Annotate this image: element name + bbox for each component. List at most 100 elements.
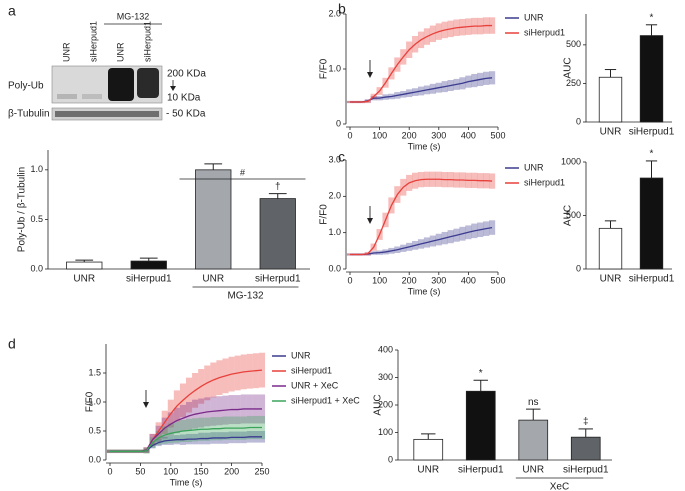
y-tick-label: 500	[566, 210, 581, 220]
x-tick-label: 150	[194, 466, 209, 476]
x-tick-label: 200	[402, 275, 417, 285]
y-axis-label: AUC	[563, 57, 574, 78]
x-tick-label: siHerpud1	[255, 274, 301, 285]
x-tick-label: siHerpud1	[563, 465, 609, 476]
treatment-label: MG-132	[117, 11, 150, 21]
y-tick-label: 0.5	[30, 214, 43, 224]
legend-label: UNR	[524, 12, 544, 22]
x-tick-label: UNR	[600, 127, 622, 138]
legend-label: siHerpud1	[524, 27, 565, 37]
x-tick-label: 300	[431, 275, 446, 285]
blot-band	[108, 68, 134, 101]
x-tick-label: siHerpud1	[458, 465, 504, 476]
lane-label: UNR	[61, 42, 71, 62]
x-tick-label: 400	[461, 275, 476, 285]
x-tick-label: siHerpud1	[629, 274, 675, 285]
lane-label: UNR	[115, 42, 125, 62]
y-tick-label: 3.0	[328, 154, 341, 164]
y-tick-label: 1.0	[30, 164, 43, 174]
line	[110, 426, 262, 452]
x-tick-label: siHerpud1	[629, 127, 675, 138]
legend-label: UNR + XeC	[291, 380, 339, 390]
y-tick-label: 500	[566, 39, 581, 49]
line	[350, 77, 493, 103]
legend-label: UNR	[291, 350, 311, 360]
bar	[413, 438, 444, 461]
y-axis-label: F/F0	[319, 204, 330, 225]
annotation: ns	[528, 397, 539, 408]
x-tick-label: UNR	[417, 465, 439, 476]
legend-label: siHerpud1 + XeC	[291, 395, 360, 405]
y-tick-label: 100	[378, 427, 393, 437]
marker-label: 200 KDa	[167, 69, 206, 80]
x-tick-label: 250	[254, 466, 269, 476]
legend-label: UNR	[524, 162, 544, 172]
y-tick-label: 0	[336, 118, 341, 128]
bracket-label: #	[240, 167, 245, 177]
bar	[259, 198, 296, 270]
line	[350, 24, 493, 103]
y-tick-label: 300	[378, 372, 393, 382]
bar	[598, 227, 623, 270]
y-tick-label: 1.5	[88, 367, 101, 377]
x-tick-label: 100	[372, 275, 387, 285]
blot-band	[57, 94, 77, 99]
y-tick-label: 250	[566, 78, 581, 88]
annotation: *	[650, 12, 654, 23]
x-tick-label: 100	[372, 130, 387, 140]
y-tick-label: 1.0	[328, 63, 341, 73]
y-tick-label: 0	[576, 116, 581, 126]
stimulus-arrow	[143, 402, 149, 408]
x-tick-label: UNR	[600, 274, 622, 285]
blot-band	[137, 68, 159, 98]
row-label: Poly-Ub	[8, 81, 44, 92]
line	[350, 226, 493, 256]
annotation: †	[275, 181, 281, 192]
y-tick-label: 2.0	[328, 191, 341, 201]
marker-arrow	[170, 86, 176, 91]
panel-letter: d	[8, 336, 16, 352]
y-tick-label: 2.0	[328, 8, 341, 18]
bar	[518, 419, 549, 461]
x-tick-label: 500	[490, 130, 505, 140]
x-tick-label: UNR	[522, 465, 544, 476]
y-axis-label: AUC	[373, 394, 384, 415]
x-tick-label: 0	[347, 130, 352, 140]
y-tick-label: 200	[378, 399, 393, 409]
x-tick-label: 0	[347, 275, 352, 285]
y-tick-label: 0.5	[88, 425, 101, 435]
stimulus-arrow	[367, 72, 373, 78]
bar	[570, 436, 601, 461]
lane-label: siHerpud1	[88, 21, 98, 62]
y-axis-label: Poly-Ub / β-Tubulin	[17, 167, 28, 252]
y-axis-label: F/F0	[85, 391, 96, 412]
bar	[195, 169, 232, 270]
bar	[66, 261, 103, 270]
panel-letter: c	[338, 149, 345, 165]
x-tick-label: 200	[402, 130, 417, 140]
y-tick-label: 1.0	[328, 227, 341, 237]
y-axis-label: AUC	[563, 205, 574, 226]
y-axis-label: F/F0	[319, 58, 330, 79]
line	[350, 178, 493, 256]
lane-label: siHerpud1	[142, 21, 152, 62]
legend-label: siHerpud1	[524, 177, 565, 187]
y-tick-label: 1000	[561, 156, 581, 166]
bar	[130, 260, 167, 270]
x-tick-label: siHerpud1	[126, 274, 172, 285]
y-tick-label: 0.0	[88, 454, 101, 464]
blot-band	[82, 94, 102, 99]
y-tick-label: 0.0	[328, 263, 341, 273]
bar	[598, 76, 623, 123]
panel-letter: a	[8, 3, 16, 19]
x-axis-label: Time (s)	[170, 477, 203, 487]
annotation: ‡	[583, 417, 589, 428]
x-axis-label: Time (s)	[408, 286, 441, 296]
y-tick-label: 1.0	[88, 396, 101, 406]
x-tick-label: 500	[490, 275, 505, 285]
bar	[465, 390, 496, 461]
panel-letter: b	[338, 1, 346, 17]
y-tick-label: 0	[576, 263, 581, 273]
bar	[639, 177, 664, 270]
